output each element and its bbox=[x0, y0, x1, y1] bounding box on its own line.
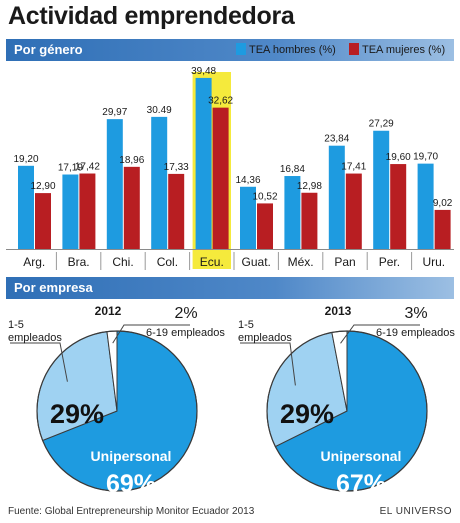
pie-year-label: 2012 bbox=[95, 304, 122, 318]
category-label: Ecu. bbox=[200, 255, 224, 269]
bar-mujeres bbox=[434, 209, 451, 249]
slice-name-unipersonal: Unipersonal bbox=[91, 448, 172, 464]
section-label-company: Por empresa bbox=[14, 280, 93, 295]
bar-mujeres bbox=[35, 193, 51, 249]
data-label-hombres: 29,97 bbox=[102, 107, 127, 118]
callout-label-small-unit: empleados bbox=[238, 332, 292, 344]
data-label-hombres: 30.49 bbox=[147, 105, 172, 116]
callout-line-medium bbox=[112, 324, 190, 344]
section-label-gender: Por género bbox=[14, 42, 83, 57]
callout-value-medium: 3% bbox=[404, 305, 427, 322]
category-label: Pan bbox=[334, 255, 355, 269]
slice-value-small-company: 29% bbox=[50, 399, 104, 429]
callout-label-small-unit: empleados bbox=[8, 332, 62, 344]
category-label: Guat. bbox=[242, 255, 271, 269]
bar-hombres bbox=[18, 165, 34, 249]
callout-label-medium: 6-19 empleados bbox=[376, 327, 455, 339]
data-label-hombres: 23,84 bbox=[324, 134, 349, 145]
callout-label-medium: 6-19 empleados bbox=[146, 327, 225, 339]
category-label: Per. bbox=[379, 255, 400, 269]
slice-value-unipersonal: 69% bbox=[106, 470, 156, 498]
pie-outline bbox=[266, 330, 428, 492]
callout-value-medium: 2% bbox=[174, 305, 197, 322]
bar-hombres bbox=[417, 163, 434, 249]
source-note: Fuente: Global Entrepreneurship Monitor … bbox=[8, 506, 255, 517]
category-label: Chi. bbox=[112, 255, 133, 269]
pie-outline bbox=[36, 330, 198, 492]
data-label-mujeres: 12,90 bbox=[30, 181, 55, 192]
slice-value-unipersonal: 67% bbox=[336, 470, 386, 498]
bar-hombres bbox=[151, 116, 168, 249]
data-label-hombres: 27,29 bbox=[369, 119, 394, 130]
brand-logo: EL UNIVERSO bbox=[379, 506, 452, 517]
slice-value-small-company: 29% bbox=[280, 399, 334, 429]
callout-label-small-range: 1-5 bbox=[8, 319, 24, 331]
data-label-mujeres: 18,96 bbox=[119, 155, 144, 166]
bar-mujeres bbox=[257, 203, 273, 249]
category-label: Col. bbox=[157, 255, 178, 269]
pie-year-label: 2013 bbox=[325, 304, 352, 318]
page-title: Actividad emprendedora bbox=[8, 2, 295, 30]
data-label-hombres: 19,20 bbox=[13, 154, 38, 165]
bar-mujeres bbox=[301, 192, 318, 249]
data-label-mujeres: 19,60 bbox=[386, 152, 411, 163]
data-label-hombres: 17,19 bbox=[58, 163, 83, 174]
bar-hombres bbox=[284, 176, 301, 249]
data-label-mujeres: 9,02 bbox=[433, 198, 453, 209]
bar-hombres bbox=[328, 145, 345, 249]
data-label-hombres: 14,36 bbox=[235, 175, 260, 186]
section-header-gender: Por género bbox=[6, 39, 454, 61]
callout-label-small-range: 1-5 bbox=[238, 319, 254, 331]
data-label-mujeres: 17,42 bbox=[75, 162, 100, 173]
data-label-mujeres: 17,33 bbox=[164, 162, 189, 173]
bar-mujeres bbox=[123, 166, 140, 249]
data-label-hombres: 16,84 bbox=[280, 164, 305, 175]
bar-hombres bbox=[373, 130, 390, 249]
data-label-hombres: 19,70 bbox=[413, 152, 438, 163]
bar-mujeres bbox=[345, 173, 362, 249]
category-label: Arg. bbox=[23, 255, 45, 269]
category-label: Méx. bbox=[288, 255, 314, 269]
legend-label-hombres: TEA hombres (%) bbox=[249, 44, 336, 56]
callout-line-small bbox=[240, 342, 296, 386]
section-header-company: Por empresa bbox=[6, 277, 454, 299]
legend-swatch-mujeres bbox=[349, 43, 359, 55]
bar-mujeres bbox=[168, 173, 185, 249]
data-label-mujeres: 10,52 bbox=[252, 191, 277, 202]
category-label: Bra. bbox=[68, 255, 90, 269]
data-label-hombres: 39,48 bbox=[191, 66, 216, 77]
bar-hombres bbox=[195, 77, 212, 249]
data-label-mujeres: 12,98 bbox=[297, 181, 322, 192]
bar-hombres bbox=[62, 174, 79, 249]
category-label: Uru. bbox=[422, 255, 445, 269]
bar-hombres bbox=[240, 186, 256, 249]
bar-mujeres bbox=[212, 107, 229, 249]
data-label-mujeres: 17,41 bbox=[341, 162, 366, 173]
bar-mujeres bbox=[79, 173, 96, 249]
legend-label-mujeres: TEA mujeres (%) bbox=[362, 44, 445, 56]
bar-hombres bbox=[106, 119, 123, 249]
callout-line-medium bbox=[340, 324, 420, 344]
bar-mujeres bbox=[390, 164, 407, 249]
callout-line-small bbox=[10, 342, 68, 382]
slice-name-unipersonal: Unipersonal bbox=[321, 448, 402, 464]
data-label-mujeres: 32,62 bbox=[208, 96, 233, 107]
legend-swatch-hombres bbox=[236, 43, 246, 55]
